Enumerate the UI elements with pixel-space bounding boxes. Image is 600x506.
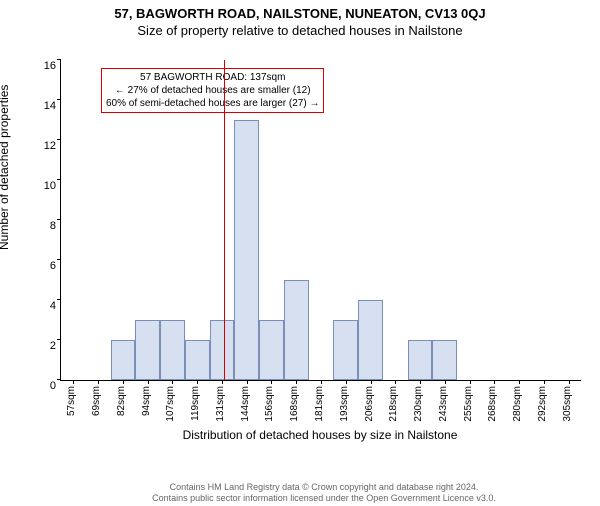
- annot-line-1: 57 BAGWORTH ROAD: 137sqm: [106, 71, 319, 84]
- histogram-bar: [358, 300, 383, 380]
- y-tick-mark: [57, 59, 61, 60]
- annotation-box: 57 BAGWORTH ROAD: 137sqm ← 27% of detach…: [101, 68, 324, 113]
- x-tick-label: 82sqm: [116, 386, 127, 416]
- y-tick-label: 6: [31, 260, 56, 272]
- histogram-bar: [408, 340, 433, 380]
- x-tick-label: 292sqm: [537, 386, 548, 422]
- x-tick-mark: [247, 380, 248, 384]
- x-tick-label: 193sqm: [339, 386, 350, 422]
- y-tick-mark: [57, 379, 61, 380]
- x-tick-mark: [271, 380, 272, 384]
- footer-line-2: Contains public sector information licen…: [48, 493, 600, 504]
- x-tick-mark: [172, 380, 173, 384]
- histogram-bar: [185, 340, 210, 380]
- x-tick-mark: [569, 380, 570, 384]
- y-tick-label: 16: [31, 60, 56, 72]
- x-tick-label: 168sqm: [289, 386, 300, 422]
- y-tick-mark: [57, 219, 61, 220]
- x-tick-mark: [222, 380, 223, 384]
- x-tick-mark: [197, 380, 198, 384]
- y-tick-label: 12: [31, 140, 56, 152]
- x-tick-label: 243sqm: [438, 386, 449, 422]
- histogram-bar: [135, 320, 160, 380]
- x-tick-mark: [346, 380, 347, 384]
- footer-line-1: Contains HM Land Registry data © Crown c…: [48, 482, 600, 493]
- histogram-bar: [432, 340, 457, 380]
- y-tick-mark: [57, 299, 61, 300]
- x-tick-label: 156sqm: [264, 386, 275, 422]
- footer: Contains HM Land Registry data © Crown c…: [0, 482, 600, 504]
- y-tick-mark: [57, 259, 61, 260]
- x-tick-mark: [445, 380, 446, 384]
- x-tick-label: 119sqm: [190, 386, 201, 421]
- histogram-bar: [160, 320, 185, 380]
- x-tick-mark: [123, 380, 124, 384]
- histogram-bar: [111, 340, 136, 380]
- y-tick-mark: [57, 139, 61, 140]
- x-tick-label: 230sqm: [413, 386, 424, 422]
- histogram-bar: [210, 320, 235, 380]
- x-tick-mark: [470, 380, 471, 384]
- x-tick-mark: [73, 380, 74, 384]
- x-tick-label: 69sqm: [91, 386, 102, 416]
- y-tick-label: 0: [31, 380, 56, 392]
- x-tick-label: 206sqm: [364, 386, 375, 422]
- y-tick-mark: [57, 99, 61, 100]
- x-tick-label: 305sqm: [562, 386, 573, 422]
- x-tick-label: 255sqm: [463, 386, 474, 422]
- y-tick-label: 8: [31, 220, 56, 232]
- x-tick-label: 280sqm: [512, 386, 523, 422]
- x-tick-mark: [420, 380, 421, 384]
- histogram-bar: [259, 320, 284, 380]
- x-tick-label: 94sqm: [141, 386, 152, 416]
- x-tick-mark: [148, 380, 149, 384]
- x-tick-mark: [494, 380, 495, 384]
- histogram-bar: [284, 280, 309, 380]
- histogram-chart: Number of detached properties 57 BAGWORT…: [0, 50, 600, 450]
- annot-line-2: ← 27% of detached houses are smaller (12…: [106, 84, 319, 97]
- histogram-bar: [333, 320, 358, 380]
- x-tick-mark: [544, 380, 545, 384]
- y-axis-label: Number of detached properties: [0, 85, 11, 250]
- x-axis-label: Distribution of detached houses by size …: [60, 428, 580, 430]
- x-tick-label: 144sqm: [240, 386, 251, 422]
- x-tick-mark: [98, 380, 99, 384]
- y-tick-label: 14: [31, 100, 56, 112]
- x-tick-label: 107sqm: [165, 386, 176, 422]
- x-tick-mark: [371, 380, 372, 384]
- x-tick-label: 218sqm: [388, 386, 399, 422]
- x-tick-mark: [321, 380, 322, 384]
- x-tick-label: 57sqm: [66, 386, 77, 416]
- y-tick-label: 10: [31, 180, 56, 192]
- plot-area: 57 BAGWORTH ROAD: 137sqm ← 27% of detach…: [60, 60, 581, 381]
- annot-line-3: 60% of semi-detached houses are larger (…: [106, 97, 319, 110]
- page-title: 57, BAGWORTH ROAD, NAILSTONE, NUNEATON, …: [0, 6, 600, 21]
- x-tick-label: 131sqm: [215, 386, 226, 422]
- y-tick-mark: [57, 179, 61, 180]
- x-tick-label: 268sqm: [487, 386, 498, 422]
- histogram-bar: [234, 120, 259, 380]
- page-subtitle: Size of property relative to detached ho…: [0, 23, 600, 38]
- marker-line: [224, 60, 225, 380]
- y-tick-mark: [57, 339, 61, 340]
- x-tick-label: 181sqm: [314, 386, 325, 422]
- x-tick-mark: [519, 380, 520, 384]
- x-tick-mark: [395, 380, 396, 384]
- y-tick-label: 4: [31, 300, 56, 312]
- x-tick-mark: [296, 380, 297, 384]
- y-tick-label: 2: [31, 340, 56, 352]
